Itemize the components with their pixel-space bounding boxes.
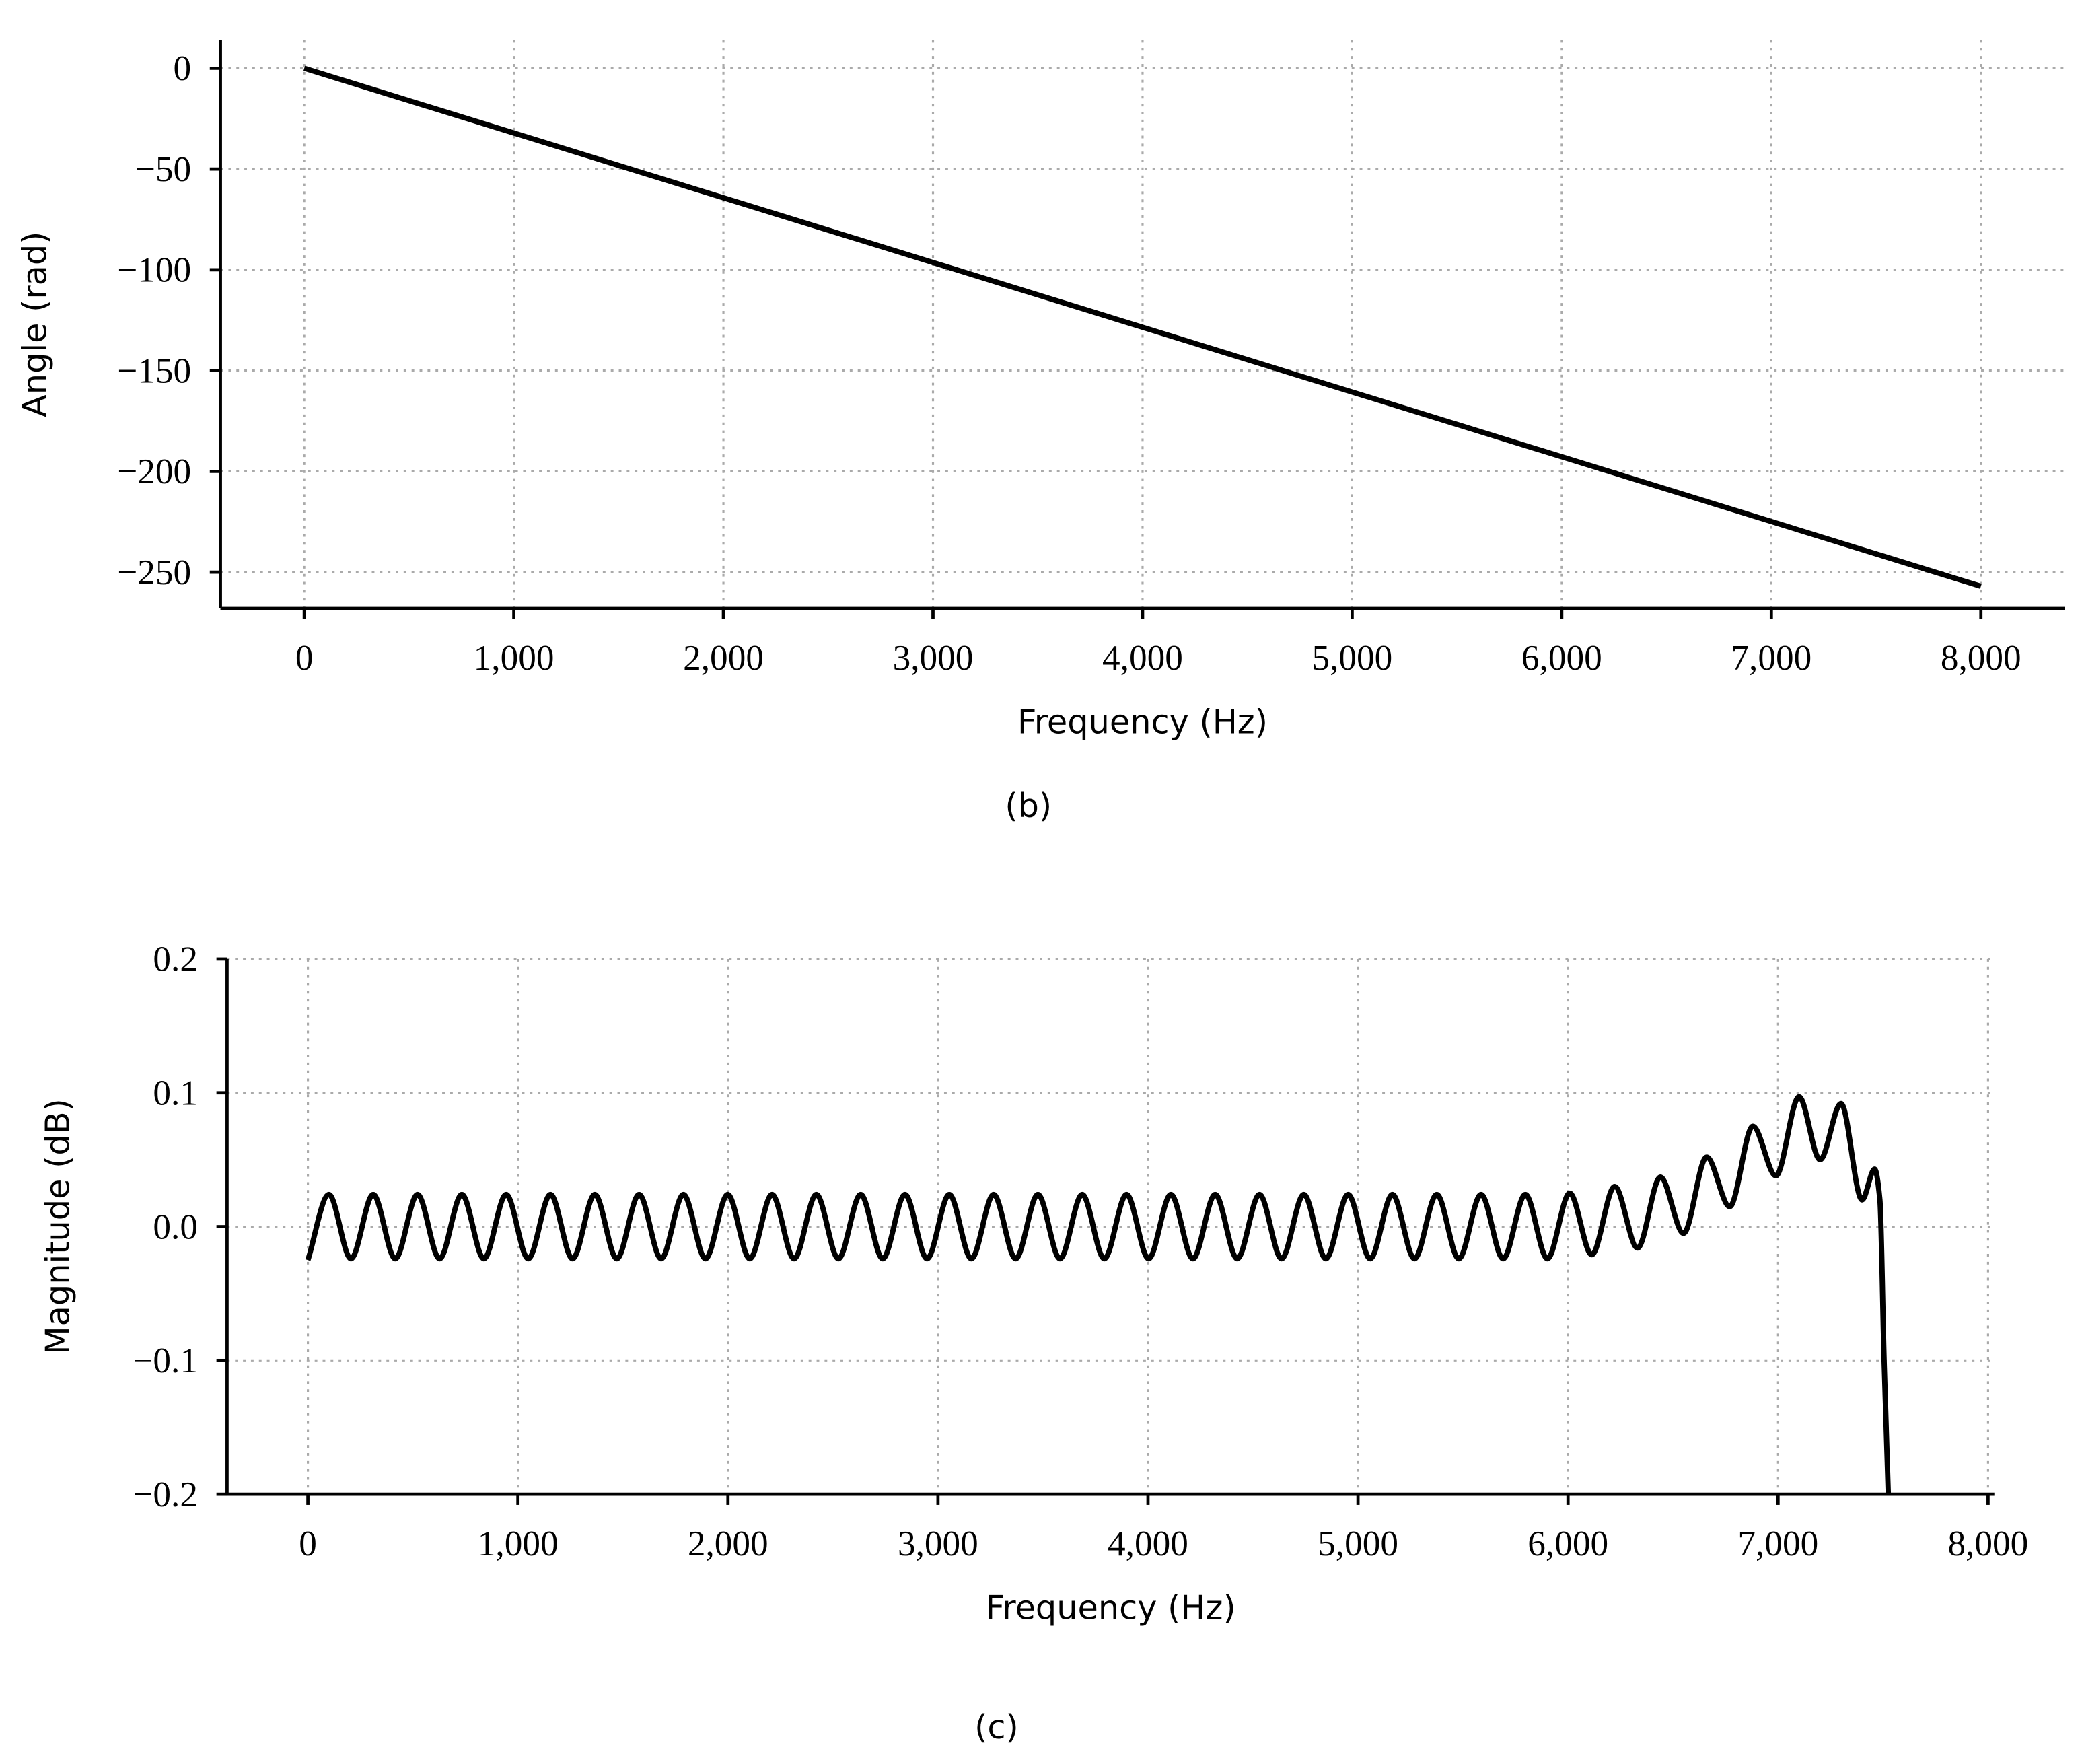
- y-tick-label: −50: [135, 149, 191, 189]
- x-tick-label: 1,000: [474, 638, 554, 678]
- y-tick-label: 0.1: [153, 1073, 198, 1113]
- y-axis-label: Magnitude (dB): [38, 1098, 77, 1355]
- x-tick-label: 7,000: [1731, 638, 1811, 678]
- y-tick-label: −200: [117, 452, 191, 491]
- x-tick-label: 6,000: [1521, 638, 1602, 678]
- x-tick-label: 5,000: [1318, 1524, 1398, 1563]
- y-tick-label: 0.2: [153, 940, 198, 979]
- x-tick-label: 1,000: [478, 1524, 559, 1563]
- data-line: [305, 1094, 1892, 1495]
- x-tick-label: 2,000: [683, 638, 764, 678]
- x-tick-label: 6,000: [1528, 1524, 1608, 1563]
- x-tick-label: 8,000: [1941, 638, 2021, 678]
- y-tick-label: −0.1: [133, 1341, 198, 1380]
- data-line: [303, 65, 1982, 589]
- x-tick-label: 4,000: [1108, 1524, 1188, 1563]
- y-tick-label: −0.2: [133, 1475, 198, 1514]
- x-axis-label: Frequency (Hz): [1017, 703, 1268, 742]
- x-tick-label: 0: [299, 1524, 317, 1563]
- x-tick-label: 8,000: [1947, 1524, 2028, 1563]
- y-tick-label: −250: [117, 553, 191, 592]
- caption: (c): [974, 1707, 1019, 1747]
- x-tick-label: 3,000: [898, 1524, 978, 1563]
- caption: (b): [1005, 786, 1052, 825]
- x-tick-label: 7,000: [1737, 1524, 1818, 1563]
- y-tick-label: −150: [117, 351, 191, 390]
- y-tick-label: 0.0: [153, 1207, 198, 1246]
- y-tick-label: −100: [117, 250, 191, 290]
- x-tick-label: 3,000: [893, 638, 974, 678]
- x-tick-label: 2,000: [688, 1524, 768, 1563]
- y-tick-label: 0: [174, 48, 192, 88]
- x-axis-label: Frequency (Hz): [986, 1588, 1236, 1627]
- y-axis-label: Angle (rad): [15, 232, 55, 417]
- x-tick-label: 5,000: [1312, 638, 1392, 678]
- x-tick-label: 0: [295, 638, 314, 678]
- x-tick-label: 4,000: [1102, 638, 1183, 678]
